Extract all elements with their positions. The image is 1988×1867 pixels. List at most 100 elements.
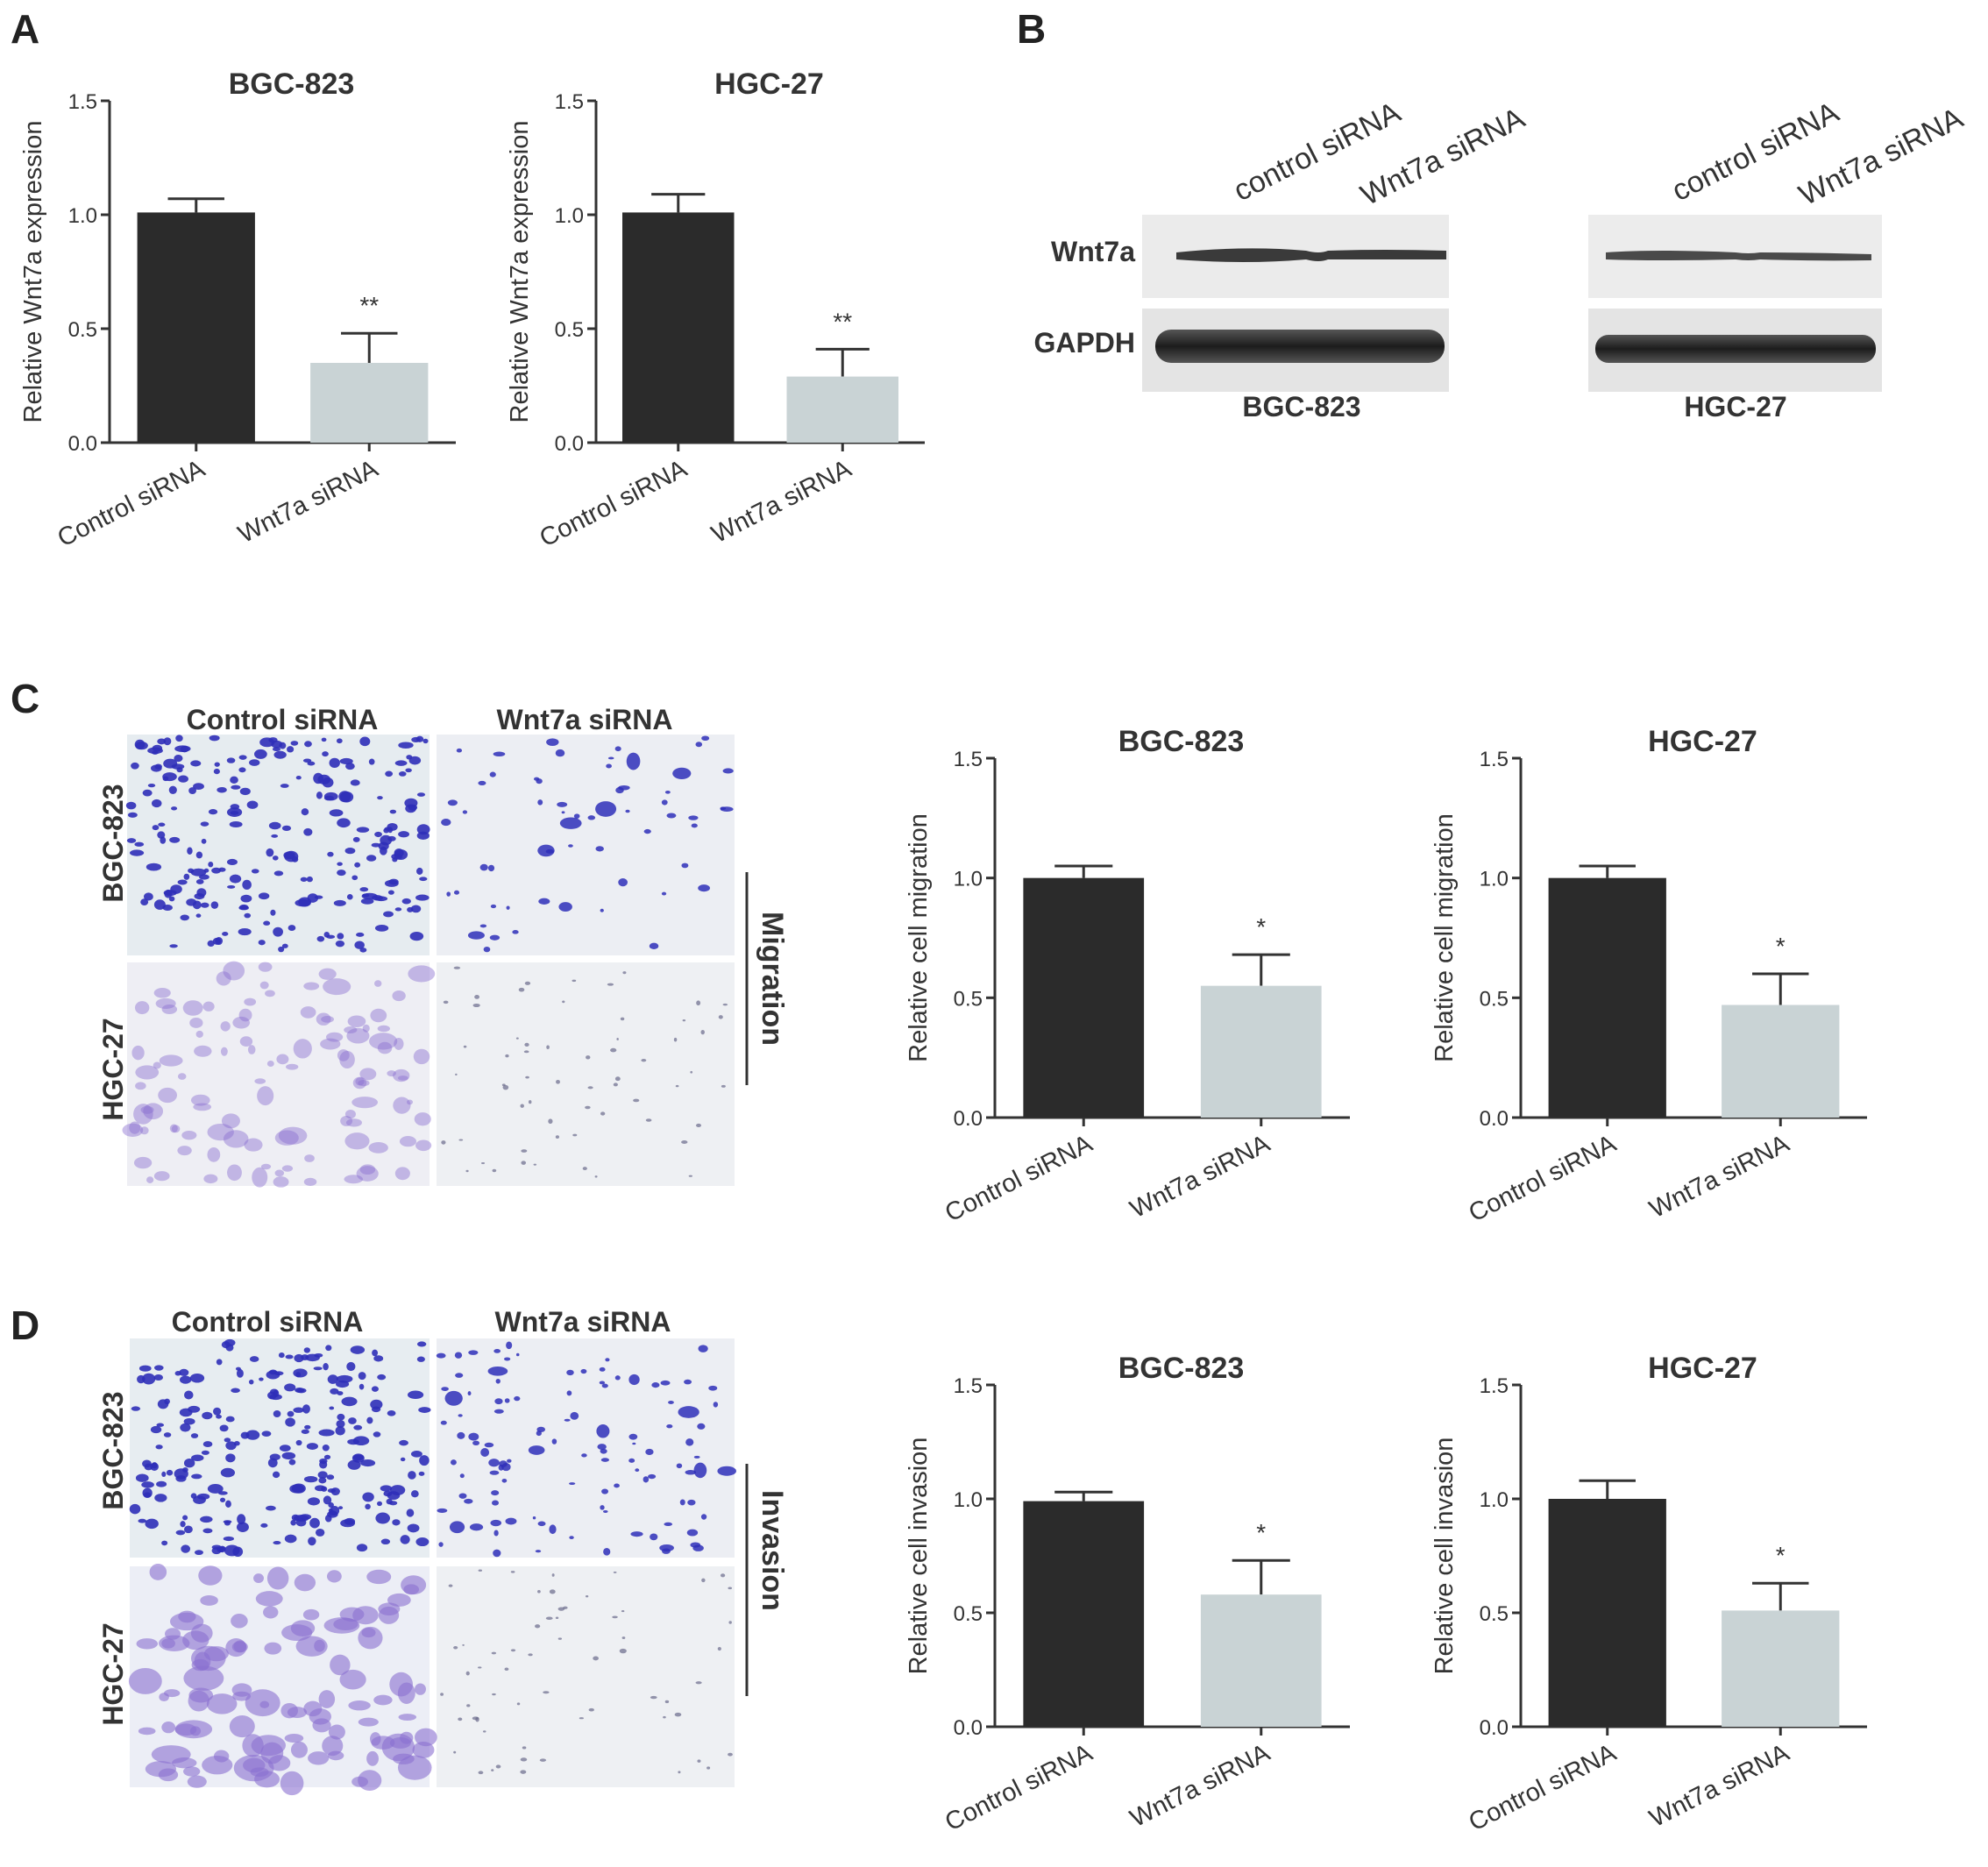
cell xyxy=(407,1390,424,1400)
x-tick-label: Control siRNA xyxy=(1465,1129,1622,1227)
bar xyxy=(1548,877,1666,1118)
cell xyxy=(161,1638,175,1649)
cell xyxy=(303,1177,317,1186)
cell xyxy=(718,1015,723,1019)
cell xyxy=(628,1374,640,1386)
x-tick-label: Wnt7a siRNA xyxy=(1125,1129,1274,1224)
cell xyxy=(450,1459,457,1466)
cell xyxy=(582,1167,587,1171)
cell xyxy=(344,1175,364,1184)
cell xyxy=(464,1498,473,1504)
cell xyxy=(147,747,163,755)
cell xyxy=(138,1365,152,1372)
cell xyxy=(495,1378,501,1384)
cell xyxy=(472,1440,480,1445)
cell xyxy=(368,758,375,765)
cell xyxy=(465,1169,469,1173)
cell xyxy=(675,1084,679,1088)
cell xyxy=(129,849,145,856)
y-tick-label: 1.5 xyxy=(68,90,97,114)
cell xyxy=(337,862,343,866)
cell xyxy=(681,863,689,869)
cell xyxy=(195,1030,203,1038)
cell xyxy=(337,1413,345,1421)
cell xyxy=(272,855,279,861)
cell xyxy=(238,755,247,760)
cell xyxy=(223,1536,235,1542)
cell xyxy=(360,898,374,905)
cell xyxy=(557,1607,565,1611)
cell xyxy=(405,768,412,773)
cell xyxy=(162,772,177,782)
cell xyxy=(258,940,266,946)
cell xyxy=(401,898,411,905)
cell xyxy=(280,1702,298,1719)
cell xyxy=(358,1717,379,1727)
cell xyxy=(587,1086,593,1090)
cell xyxy=(239,1036,253,1047)
cell xyxy=(499,1460,508,1467)
cell xyxy=(291,1514,300,1522)
cell xyxy=(628,1433,638,1440)
cell xyxy=(183,1766,201,1777)
cell xyxy=(453,1645,458,1650)
cell xyxy=(546,738,559,746)
cell xyxy=(273,870,284,877)
y-tick-label: 1.5 xyxy=(1480,748,1509,771)
cell xyxy=(306,876,313,883)
cell xyxy=(722,1003,728,1006)
cell xyxy=(493,1530,499,1537)
bar xyxy=(1200,1594,1322,1727)
cell xyxy=(236,1522,249,1532)
cell xyxy=(586,1055,591,1060)
cell xyxy=(628,1458,635,1463)
chart-d2-hgc27-invasion: HGC-27 Relative cell invasion 0.0 0.5 1.0 1.5… xyxy=(1411,1337,1902,1863)
cell xyxy=(316,1012,331,1026)
cell xyxy=(362,893,370,898)
cell xyxy=(489,934,501,941)
cell xyxy=(158,1768,179,1782)
cell xyxy=(478,1771,484,1775)
y-tick-label: 0.0 xyxy=(954,1107,983,1131)
cell xyxy=(285,1354,294,1359)
cell xyxy=(231,1683,252,1697)
cell xyxy=(207,1484,224,1494)
cell xyxy=(131,762,139,770)
cell xyxy=(418,1471,425,1476)
cell xyxy=(225,1500,231,1508)
cell xyxy=(168,785,177,795)
cell xyxy=(177,1146,192,1156)
cell xyxy=(224,1544,240,1557)
cell xyxy=(193,1103,212,1111)
cell xyxy=(398,742,414,749)
cell xyxy=(596,1424,610,1438)
cell xyxy=(301,808,309,816)
micrographs-migration: Control siRNA Wnt7a siRNA BGC-823 HGC-27… xyxy=(88,692,806,1201)
cell xyxy=(410,905,422,913)
cell xyxy=(613,1083,618,1087)
cell xyxy=(258,962,273,972)
y-tick-label: 0.0 xyxy=(68,432,97,456)
cell xyxy=(394,1037,404,1050)
chart-d1-bgc823-invasion: BGC-823 Relative cell invasion 0.0 0.5 1.0 1.… xyxy=(885,1337,1385,1863)
migration-image-hgc27-wnt7a xyxy=(437,962,735,1186)
y-tick-label: 0.5 xyxy=(954,987,983,1011)
cell xyxy=(493,1349,501,1353)
cell xyxy=(407,1099,413,1105)
cell xyxy=(688,815,699,820)
cell xyxy=(620,1017,625,1021)
cell xyxy=(356,827,370,833)
migration-row-bgc823: BGC-823 xyxy=(97,784,129,902)
cell xyxy=(678,1406,699,1418)
cell xyxy=(138,1727,156,1736)
cell xyxy=(504,1398,510,1403)
cell xyxy=(408,1471,416,1480)
cell xyxy=(218,1491,228,1495)
cell xyxy=(181,1544,191,1553)
cell xyxy=(302,1404,310,1414)
cell xyxy=(352,1436,370,1446)
y-axis-label: Relative cell migration xyxy=(1431,813,1459,1062)
cell xyxy=(216,1359,223,1366)
cell xyxy=(336,738,343,744)
cell xyxy=(139,1126,149,1135)
